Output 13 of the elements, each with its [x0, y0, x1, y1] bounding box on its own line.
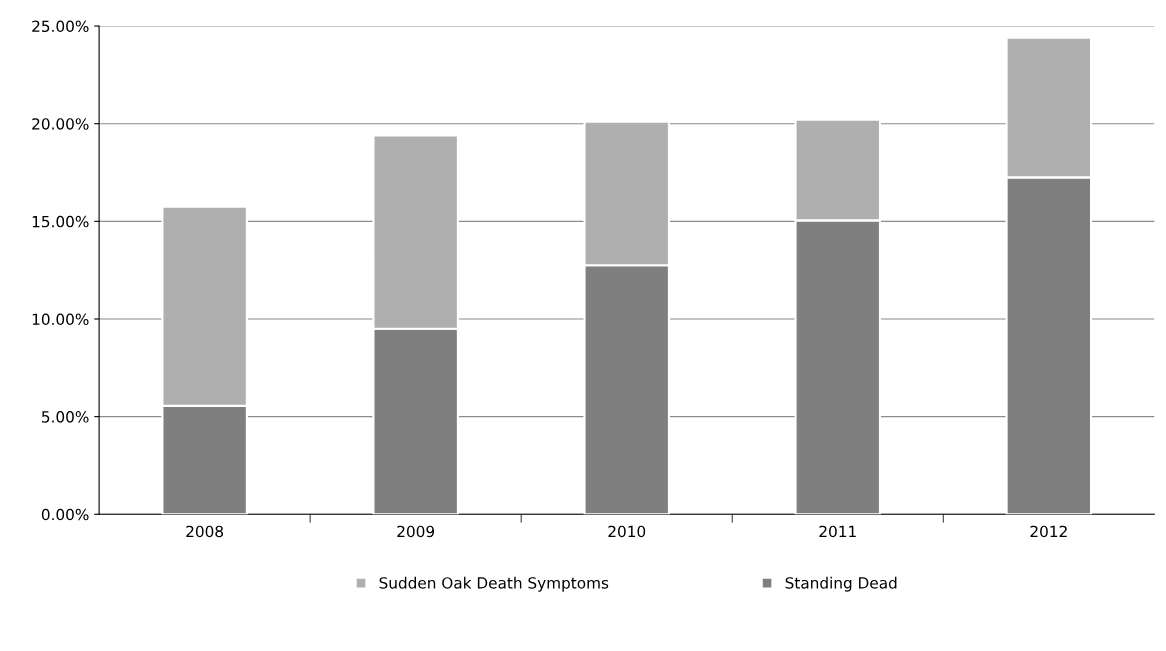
y-tick-label: 15.00%	[32, 215, 89, 228]
legend-label: Standing Dead	[785, 576, 897, 592]
x-tick-label: 2008	[186, 525, 224, 538]
y-tick-label: 20.00%	[32, 118, 89, 130]
legend-label: Sudden Oak Death Symptoms	[379, 576, 609, 592]
x-tick-label: 2011	[819, 525, 856, 538]
x-tick-label: 2009	[397, 525, 435, 538]
y-tick-label: 10.00%	[32, 313, 89, 326]
x-tick-label: 2012	[1030, 525, 1067, 538]
x-tick-label: 2010	[608, 525, 646, 538]
y-tick-label: 25.00%	[32, 20, 89, 33]
y-tick-label: 5.00%	[42, 411, 89, 423]
y-tick-label: 0.00%	[41, 508, 89, 521]
